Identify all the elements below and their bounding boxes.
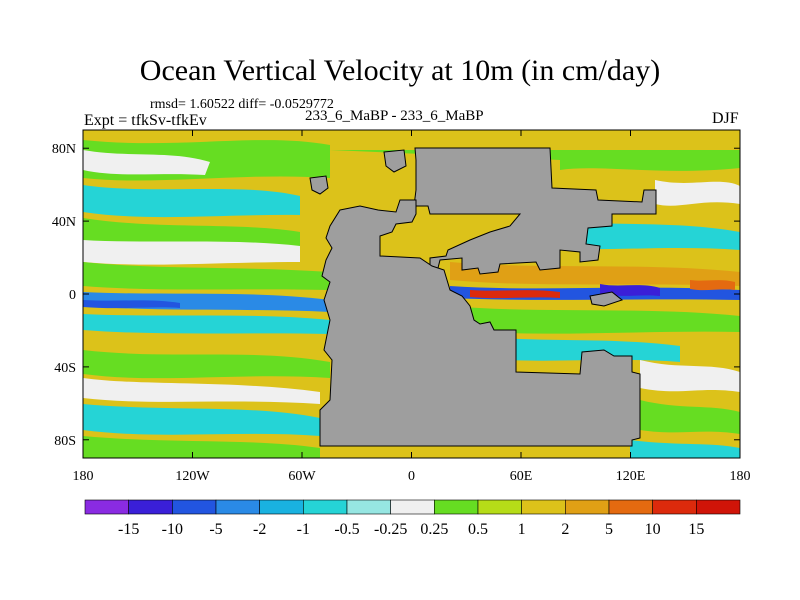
plot-field (83, 130, 740, 458)
colorbar-swatch (346, 499, 391, 515)
colorbar-label: -10 (162, 521, 183, 538)
colorbar-label: 2 (561, 521, 569, 538)
colorbar-label: 0.5 (468, 521, 488, 538)
field-patch (470, 290, 560, 299)
colorbar-label: -2 (253, 521, 266, 538)
colorbar-swatch (259, 499, 304, 515)
field-patch (83, 436, 320, 458)
experiment-pair-label: 233_6_MaBP - 233_6_MaBP (305, 108, 484, 124)
colorbar-swatch (390, 499, 435, 515)
field-patch (83, 350, 330, 379)
colorbar-swatch (434, 499, 479, 515)
land-northern-continent (413, 147, 657, 275)
land-southern-continent (319, 199, 641, 447)
field-patch (83, 262, 330, 290)
colorbar-swatch (565, 499, 610, 515)
x-tick-label: 0 (408, 469, 415, 484)
colorbar-label: 1 (518, 521, 526, 538)
map-axes: 180 120W 60W 0 60E 120E 180 80N 40N 0 40S 80S (52, 130, 751, 484)
field-patch (640, 360, 740, 392)
colorbar-swatch (608, 499, 653, 515)
y-tick-label: 0 (69, 288, 76, 303)
field-patch (83, 150, 210, 175)
field-patch (450, 306, 740, 334)
colorbar-swatch (652, 499, 697, 515)
chart-title: Ocean Vertical Velocity at 10m (in cm/da… (139, 54, 661, 87)
colorbar-label: -15 (118, 521, 139, 538)
field-patch (83, 314, 330, 334)
field-patch (690, 280, 735, 291)
field-patch (83, 185, 300, 218)
colorbar-swatch (303, 499, 348, 515)
x-tick-label: 60E (510, 469, 533, 484)
colorbar-swatch (477, 499, 522, 515)
field-patch (630, 440, 740, 458)
colorbar-label: -0.5 (334, 521, 359, 538)
season-label: DJF (712, 110, 739, 127)
colorbar-swatch (521, 499, 566, 515)
y-tick-label: 80N (52, 142, 76, 157)
colorbar-swatch (84, 499, 129, 515)
field-patch (655, 180, 740, 206)
x-tick-label: 180 (730, 469, 751, 484)
stats-text: rmsd= 1.60522 diff= -0.0529772 (150, 97, 334, 112)
field-patch (600, 284, 660, 296)
colorbar-label: 15 (688, 521, 704, 538)
field-patch (330, 150, 740, 171)
colorbar-label: 10 (645, 521, 661, 538)
colorbar-swatch (215, 499, 260, 515)
field-patch (640, 400, 740, 434)
colorbar-swatch (696, 499, 741, 515)
x-tick-label: 120E (616, 469, 646, 484)
field-patch (83, 300, 180, 309)
field-patch (450, 262, 740, 286)
land-island (309, 175, 329, 195)
colorbar-label: -0.25 (374, 521, 407, 538)
field-patch (83, 404, 320, 436)
colorbar: -15 -10 -5 -2 -1 -0.5 -0.25 0.25 0.5 1 2 5 10 15 (84, 499, 741, 538)
land-island (589, 291, 624, 307)
colorbar-label: -5 (209, 521, 222, 538)
colorbar-label: 5 (605, 521, 613, 538)
y-tick-label: 40S (54, 361, 76, 376)
expt-label: Expt = tfkSv-tfkEv (84, 112, 207, 129)
colorbar-swatch (172, 499, 217, 515)
x-tick-label: 60W (288, 469, 316, 484)
colorbar-label: -1 (297, 521, 310, 538)
field-patch (83, 378, 320, 404)
colorbar-swatch (128, 499, 173, 515)
x-tick-label: 120W (175, 469, 210, 484)
field-patch (83, 240, 300, 265)
y-tick-label: 80S (54, 434, 76, 449)
y-tick-label: 40N (52, 215, 76, 230)
colorbar-label: 0.25 (420, 521, 448, 538)
land-island (383, 149, 407, 173)
x-tick-label: 180 (73, 469, 94, 484)
